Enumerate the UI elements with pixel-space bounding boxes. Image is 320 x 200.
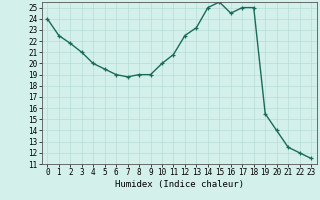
- X-axis label: Humidex (Indice chaleur): Humidex (Indice chaleur): [115, 180, 244, 189]
